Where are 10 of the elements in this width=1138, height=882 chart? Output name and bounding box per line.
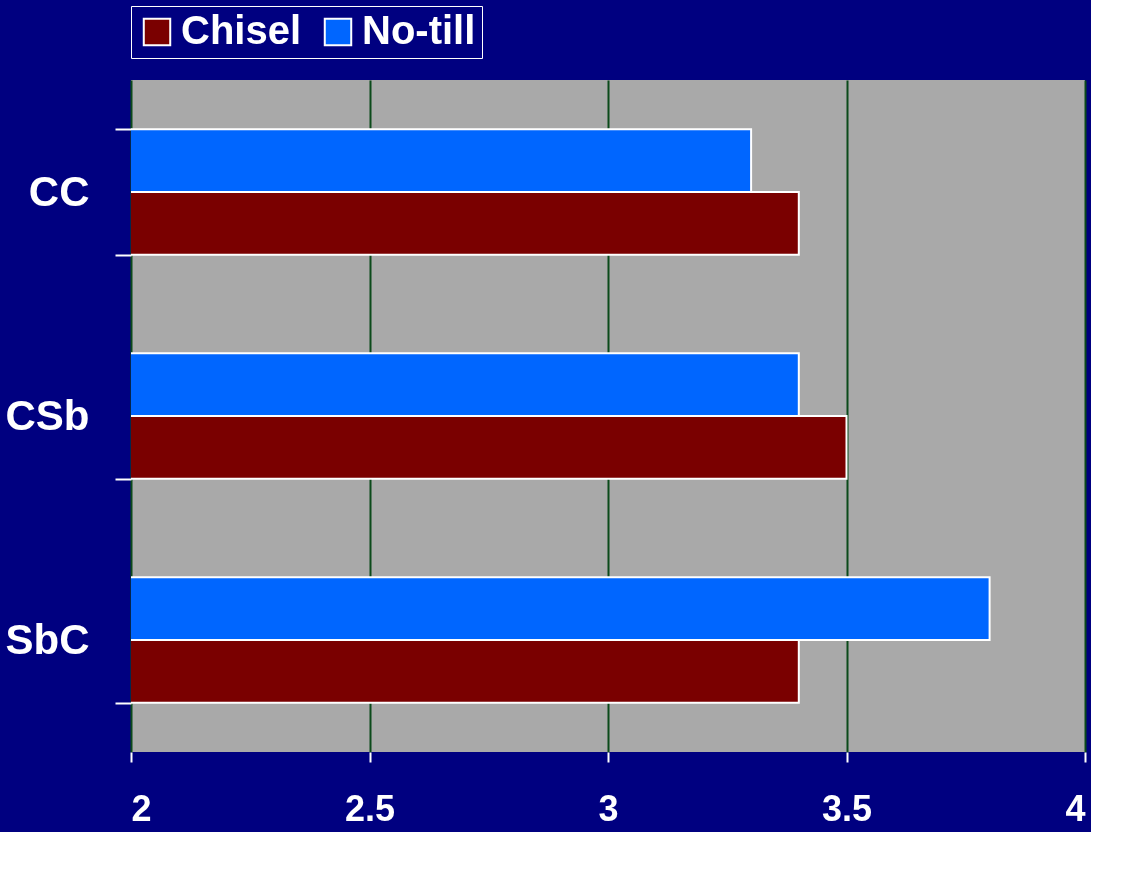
x-tick-label: 3.5 (821, 787, 873, 829)
y-tick-label: SbC (5, 615, 90, 663)
y-tick-label: CSb (5, 391, 90, 439)
legend-label: Chisel (181, 8, 302, 52)
x-tick-label: 2 (131, 787, 152, 829)
x-tick-label: 3 (598, 787, 619, 829)
y-tick-label: CC (28, 167, 90, 215)
x-tick-label: 4 (1065, 787, 1086, 829)
legend-label: No-till (362, 8, 476, 52)
x-tick-label: 2.5 (344, 787, 396, 829)
